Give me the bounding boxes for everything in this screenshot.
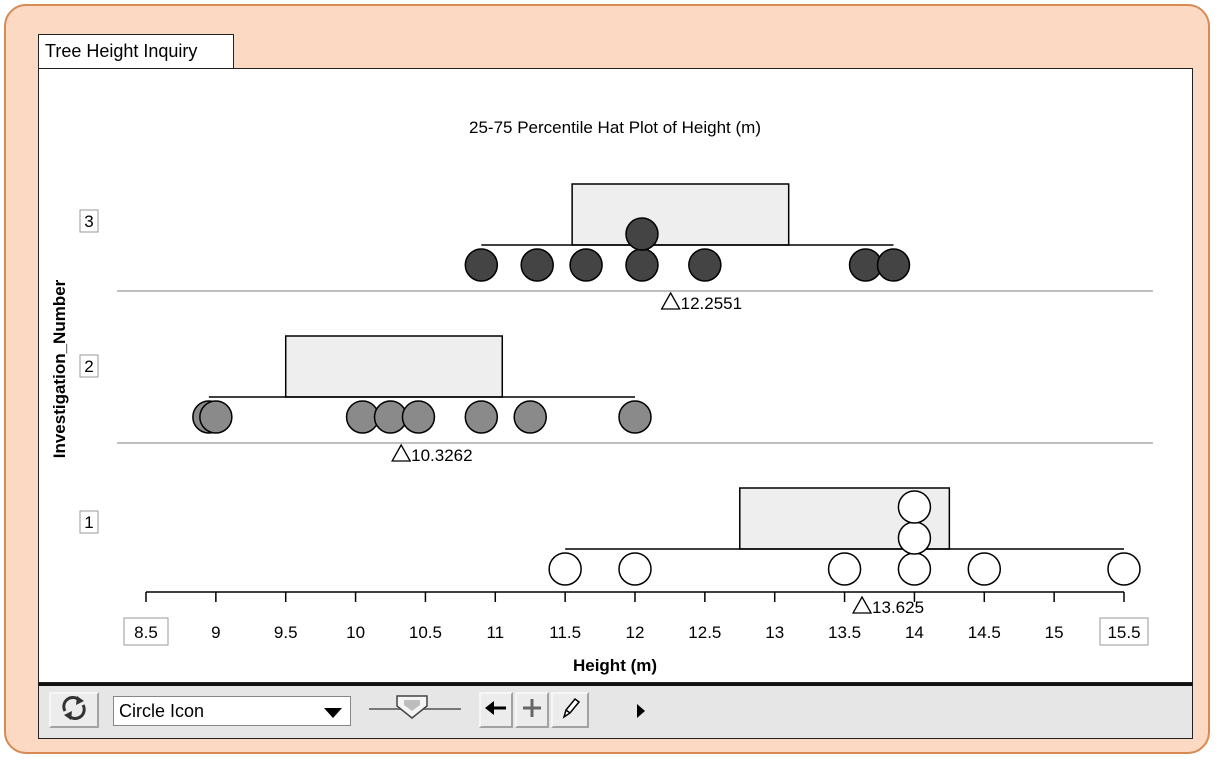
mean-marker-1 bbox=[851, 595, 873, 614]
mean-marker-3 bbox=[660, 291, 681, 310]
data-point-1-4 bbox=[897, 521, 932, 555]
group-label-box-1 bbox=[79, 510, 99, 534]
group-label-box-2 bbox=[79, 354, 99, 378]
pencil-button[interactable] bbox=[551, 692, 589, 728]
data-point-3-0 bbox=[464, 248, 499, 282]
play-triangle-icon[interactable] bbox=[637, 704, 645, 718]
data-point-2-4 bbox=[401, 400, 436, 434]
x-tick-label-14: 15.5 bbox=[1107, 623, 1140, 642]
x-tick-label-13: 15 bbox=[1045, 623, 1064, 642]
data-point-1-7 bbox=[1107, 552, 1141, 586]
data-point-1-2 bbox=[827, 552, 862, 586]
icon-type-value: Circle Icon bbox=[119, 701, 205, 721]
data-point-3-3 bbox=[625, 248, 659, 282]
data-point-2-6 bbox=[513, 400, 547, 434]
back-button[interactable] bbox=[479, 692, 513, 728]
move-button[interactable] bbox=[515, 692, 549, 728]
x-tick-label-8: 12.5 bbox=[688, 623, 721, 642]
x-tick-label-0: 8.5 bbox=[134, 623, 158, 642]
x-tick-label-10: 13.5 bbox=[828, 623, 861, 642]
data-point-1-5 bbox=[897, 490, 932, 524]
y-axis-label: Investigation_Number bbox=[50, 279, 69, 458]
plot-panel: 25-75 Percentile Hat Plot of Height (m) I… bbox=[38, 68, 1193, 683]
x-max-label-box bbox=[1099, 617, 1149, 646]
x-tick-label-9: 13 bbox=[765, 623, 784, 642]
hat-box-2 bbox=[284, 335, 504, 398]
x-tick-label-2: 9.5 bbox=[274, 623, 298, 642]
pencil-icon bbox=[559, 696, 581, 725]
refresh-button[interactable] bbox=[49, 692, 99, 728]
crosshair-icon bbox=[521, 697, 543, 724]
x-tick-label-11: 14 bbox=[905, 623, 924, 642]
data-point-3-2 bbox=[569, 248, 603, 282]
group-label-2: 2 bbox=[84, 357, 93, 376]
mean-label-2: 10.3262 bbox=[411, 446, 472, 465]
x-tick-label-3: 10 bbox=[346, 623, 365, 642]
data-point-2-5 bbox=[464, 400, 499, 434]
data-point-1-1 bbox=[618, 552, 652, 586]
chart-title: 25-75 Percentile Hat Plot of Height (m) bbox=[469, 118, 761, 137]
icon-type-select[interactable]: Circle Icon bbox=[113, 696, 351, 726]
group-label-1: 1 bbox=[84, 513, 93, 532]
window-tab[interactable]: Tree Height Inquiry bbox=[38, 34, 234, 68]
x-tick-label-4: 10.5 bbox=[409, 623, 442, 642]
refresh-icon bbox=[59, 695, 89, 726]
toolbar: Circle Icon bbox=[38, 683, 1193, 739]
data-point-2-1 bbox=[199, 400, 233, 434]
data-point-3-5 bbox=[688, 248, 722, 282]
data-point-1-0 bbox=[548, 552, 582, 586]
chevron-down-icon bbox=[324, 708, 342, 718]
mean-label-3: 12.2551 bbox=[681, 294, 742, 313]
group-label-box-3 bbox=[79, 209, 99, 233]
x-tick-label-12: 14.5 bbox=[968, 623, 1001, 642]
left-arrow-icon bbox=[484, 699, 508, 722]
hat-plot[interactable]: 25-75 Percentile Hat Plot of Height (m) I… bbox=[39, 69, 1192, 682]
data-point-1-6 bbox=[967, 552, 1002, 586]
x-tick-label-1: 9 bbox=[211, 623, 220, 642]
x-tick-label-6: 11.5 bbox=[549, 623, 581, 642]
x-tick-label-7: 12 bbox=[626, 623, 645, 642]
x-min-label-box bbox=[123, 617, 169, 646]
data-point-2-7 bbox=[618, 400, 652, 434]
mean-marker-2 bbox=[391, 443, 412, 462]
data-point-3-1 bbox=[520, 248, 554, 282]
hat-box-3 bbox=[571, 183, 790, 246]
data-point-3-4 bbox=[625, 217, 659, 251]
x-tick-label-5: 11 bbox=[486, 623, 504, 642]
mean-label-1: 13.625 bbox=[872, 598, 924, 617]
data-point-1-3 bbox=[897, 552, 932, 586]
x-axis-label: Height (m) bbox=[573, 656, 657, 675]
data-point-3-7 bbox=[876, 248, 911, 282]
point-size-slider-thumb[interactable] bbox=[395, 694, 429, 725]
group-label-3: 3 bbox=[84, 212, 93, 231]
